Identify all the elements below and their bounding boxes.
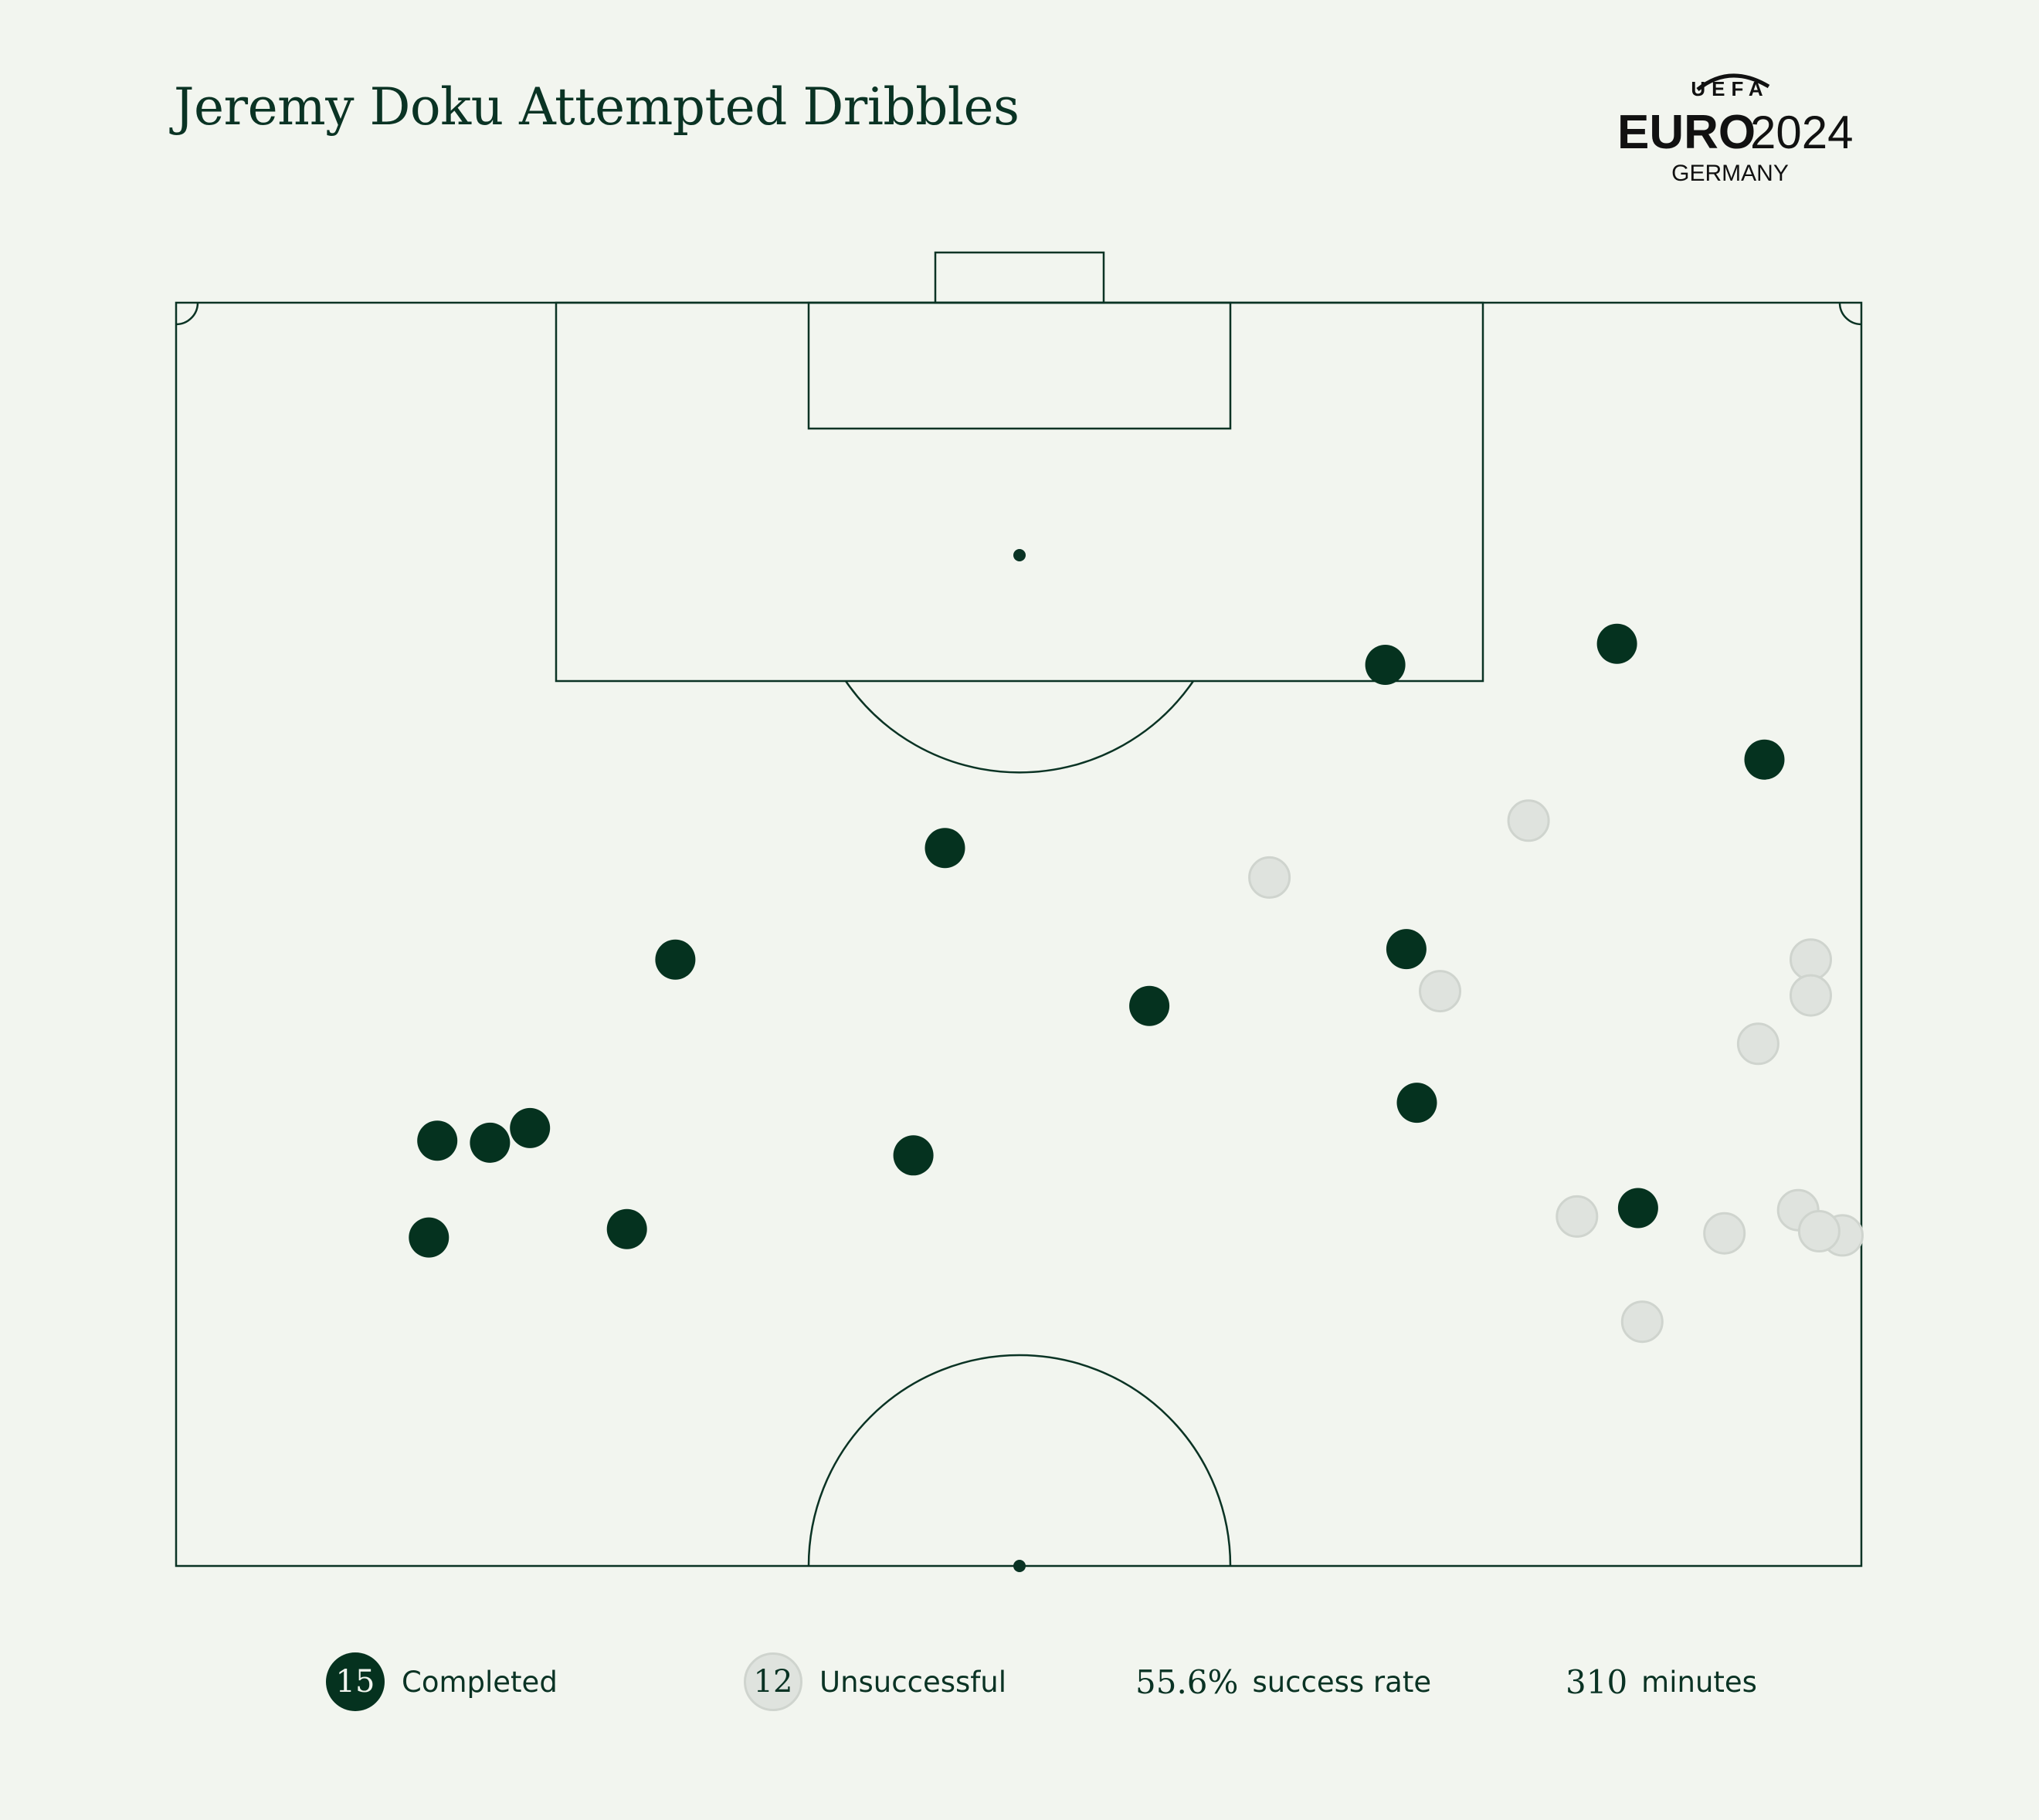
logo-euro-text: EURO (1617, 106, 1756, 159)
unsuccessful-dribble-point (1797, 1210, 1841, 1252)
pitch-outline (175, 301, 1863, 1568)
penalty-area (555, 301, 1484, 683)
completed-dribble-point (1386, 929, 1427, 970)
completed-dribble-point (1617, 1188, 1658, 1229)
corner-arc-right (1838, 302, 1862, 326)
unsuccessful-dribble-point (1507, 799, 1550, 842)
penalty-arc (844, 680, 1195, 774)
chart-title: Jeremy Doku Attempted Dribbles (174, 77, 1020, 137)
legend-unsuccessful: 12 Unsuccessful (744, 1651, 1006, 1713)
completed-dribble-point (1396, 1083, 1437, 1124)
completed-dribble-point (409, 1217, 450, 1258)
completed-dribble-point (925, 828, 965, 869)
logo-uefa-text: UEFA (1691, 77, 1769, 100)
completed-count-badge: 15 (326, 1652, 385, 1711)
completed-dribble-point (893, 1135, 934, 1176)
euro-2024-logo: UEFA EURO 2024 GERMANY (1617, 73, 1853, 186)
logo-year-text: 2024 (1750, 107, 1853, 158)
completed-points (409, 623, 1785, 1258)
completed-dribble-point (417, 1120, 458, 1161)
unsuccessful-label: Unsuccessful (819, 1665, 1007, 1699)
unsuccessful-count-badge: 12 (744, 1652, 802, 1711)
corner-arc-left (175, 302, 199, 326)
legend-completed: 15 Completed (326, 1651, 558, 1713)
success-rate-value: 55.6% (1135, 1662, 1239, 1701)
completed-dribble-point (1596, 623, 1637, 664)
center-spot (1013, 1560, 1026, 1572)
minutes-value: 310 (1566, 1662, 1628, 1701)
completed-dribble-point (1129, 985, 1170, 1026)
pitch-lines (175, 251, 1863, 1568)
completed-dribble-point (1744, 739, 1785, 780)
logo-germany-text: GERMANY (1671, 161, 1789, 186)
completed-dribble-point (655, 939, 696, 980)
completed-dribble-point (1365, 645, 1406, 685)
completed-dribble-point (606, 1208, 647, 1249)
legend-success-rate: 55.6% success rate (1135, 1651, 1431, 1713)
minutes-label: minutes (1641, 1665, 1757, 1699)
legend-minutes: 310 minutes (1566, 1651, 1757, 1713)
completed-dribble-point (470, 1122, 511, 1163)
unsuccessful-dribble-point (1790, 974, 1832, 1017)
goal (934, 251, 1105, 304)
unsuccessful-dribble-point (1790, 938, 1832, 981)
unsuccessful-dribble-point (1419, 970, 1461, 1013)
penalty-spot (1013, 549, 1026, 561)
success-rate-label: success rate (1252, 1665, 1432, 1699)
unsuccessful-points (1248, 799, 1864, 1344)
completed-dribble-point (510, 1107, 551, 1148)
six-yard-box (807, 301, 1232, 430)
unsuccessful-dribble-point (1703, 1212, 1746, 1255)
unsuccessful-dribble-point (1556, 1195, 1599, 1238)
completed-label: Completed (402, 1665, 558, 1699)
unsuccessful-dribble-point (1248, 856, 1291, 899)
unsuccessful-dribble-point (1620, 1300, 1664, 1344)
unsuccessful-dribble-point (1736, 1022, 1779, 1066)
center-circle (807, 1354, 1232, 1567)
